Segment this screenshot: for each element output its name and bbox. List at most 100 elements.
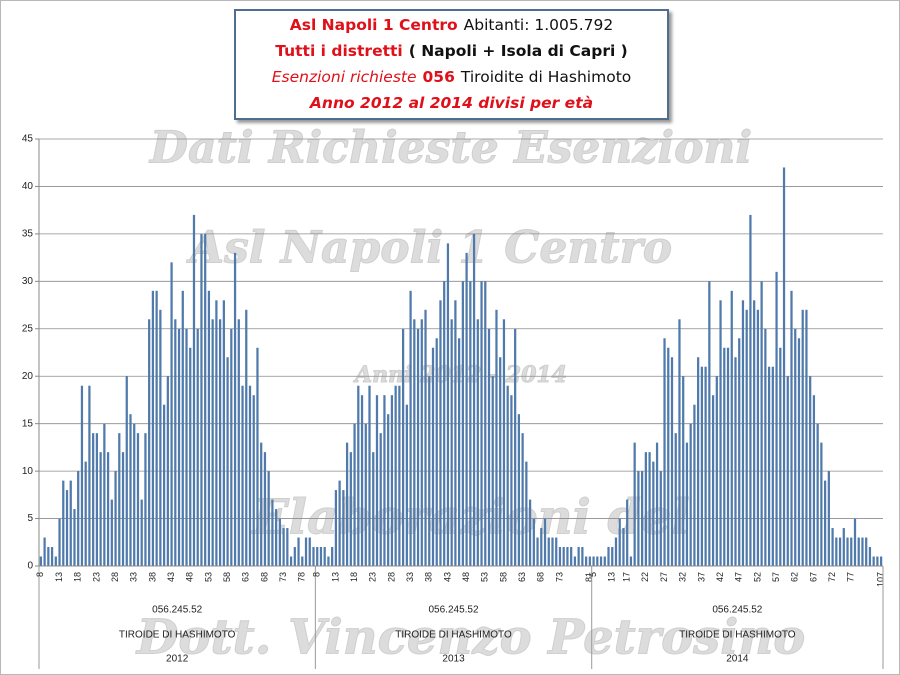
bar bbox=[779, 347, 782, 566]
bar bbox=[177, 328, 181, 566]
bar bbox=[689, 423, 692, 566]
x-tick-label: 23 bbox=[368, 572, 378, 582]
bar bbox=[782, 167, 786, 566]
bar bbox=[282, 528, 285, 566]
bar bbox=[129, 414, 132, 566]
x-tick-label: 77 bbox=[846, 572, 856, 582]
bar bbox=[446, 243, 450, 566]
bar bbox=[491, 376, 494, 566]
bar bbox=[838, 537, 842, 566]
group-code: 056.245.52 bbox=[712, 605, 762, 616]
x-tick-label: 67 bbox=[808, 572, 818, 582]
bar bbox=[775, 271, 778, 566]
bar bbox=[573, 556, 577, 566]
x-tick-label: 48 bbox=[185, 572, 195, 582]
x-tick-label: 78 bbox=[297, 572, 307, 582]
bar bbox=[428, 376, 431, 566]
bar bbox=[487, 328, 491, 566]
x-tick-label: 22 bbox=[640, 572, 650, 582]
group-year: 2014 bbox=[726, 654, 749, 665]
bar bbox=[304, 537, 308, 566]
bar bbox=[47, 547, 50, 566]
bar bbox=[614, 537, 618, 566]
watermark: Dati Richieste Esenzioni bbox=[148, 123, 752, 174]
bar bbox=[196, 328, 199, 566]
bar bbox=[170, 262, 173, 566]
bar bbox=[125, 376, 128, 566]
bar bbox=[58, 518, 61, 566]
bar bbox=[506, 385, 509, 566]
bar bbox=[189, 347, 192, 566]
bar bbox=[641, 471, 644, 566]
bar bbox=[734, 357, 737, 566]
bar bbox=[499, 357, 502, 566]
bar bbox=[812, 395, 816, 566]
bar bbox=[797, 338, 801, 566]
bar bbox=[368, 385, 371, 566]
x-tick-label: 53 bbox=[480, 572, 490, 582]
bar bbox=[865, 537, 868, 566]
bar bbox=[749, 214, 752, 566]
bar bbox=[230, 328, 233, 566]
bar bbox=[77, 471, 80, 566]
bar bbox=[842, 528, 845, 566]
bar bbox=[674, 433, 677, 566]
bar bbox=[379, 433, 382, 566]
bar bbox=[626, 499, 629, 566]
bar bbox=[857, 537, 860, 566]
bar bbox=[476, 319, 479, 566]
x-tick-label: 63 bbox=[241, 572, 251, 582]
bar bbox=[84, 461, 87, 566]
bar bbox=[360, 395, 364, 566]
bar bbox=[69, 480, 72, 566]
bar bbox=[88, 385, 91, 566]
bar bbox=[652, 461, 655, 566]
bar bbox=[450, 319, 453, 566]
bar bbox=[263, 452, 267, 566]
bar bbox=[334, 490, 338, 566]
bar bbox=[771, 366, 774, 566]
bar bbox=[540, 528, 543, 566]
x-tick-label: 13 bbox=[54, 572, 64, 582]
bar bbox=[106, 452, 110, 566]
y-tick-label: 35 bbox=[22, 229, 34, 240]
bar bbox=[39, 556, 42, 566]
bar bbox=[528, 499, 532, 566]
bar bbox=[353, 423, 356, 566]
bar bbox=[342, 490, 345, 566]
bar bbox=[861, 537, 864, 566]
title-line: Esenzioni richieste 056 Tiroidite di Hashi… bbox=[236, 64, 667, 90]
bar bbox=[181, 290, 184, 566]
x-tick-label: 68 bbox=[259, 572, 269, 582]
bar bbox=[760, 281, 763, 566]
bar bbox=[723, 347, 726, 566]
bar bbox=[502, 319, 506, 566]
x-tick-label: 13 bbox=[330, 572, 340, 582]
bar bbox=[622, 528, 625, 566]
group-name: TIROIDE DI HASHIMOTO bbox=[119, 630, 236, 641]
bar bbox=[708, 281, 711, 566]
bar bbox=[43, 537, 46, 566]
bar bbox=[880, 556, 883, 566]
bar bbox=[711, 395, 715, 566]
bar bbox=[398, 385, 401, 566]
bar bbox=[443, 281, 446, 566]
bar bbox=[655, 442, 659, 566]
x-tick-label: 8 bbox=[312, 572, 322, 577]
title-box: Asl Napoli 1 Centro Abitanti: 1.005.792 Tu… bbox=[234, 9, 669, 120]
bar bbox=[670, 357, 674, 566]
x-tick-label: 107 bbox=[876, 572, 886, 587]
x-tick-label: 37 bbox=[696, 572, 706, 582]
title-segment: Tutti i distretti bbox=[275, 42, 403, 60]
bar bbox=[741, 300, 745, 566]
bar bbox=[62, 480, 65, 566]
bar bbox=[584, 556, 588, 566]
bar bbox=[551, 537, 554, 566]
x-tick-label: 18 bbox=[349, 572, 359, 582]
bar bbox=[271, 499, 274, 566]
bar bbox=[872, 556, 875, 566]
bar bbox=[809, 376, 812, 566]
bar bbox=[543, 518, 547, 566]
x-tick-label: 17 bbox=[622, 572, 632, 582]
title-segment: Esenzioni richieste bbox=[271, 68, 417, 86]
